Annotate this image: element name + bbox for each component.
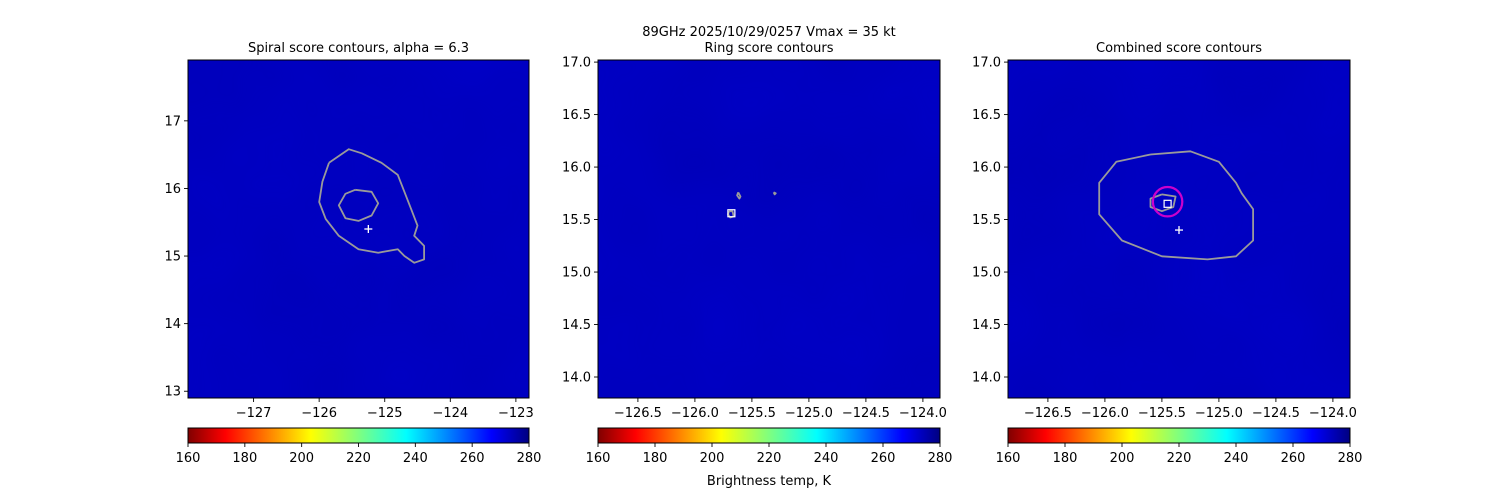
colorbar-2: 160 180 200 220 240 260 280 — [586, 427, 953, 466]
estimated-center-marker — [1163, 199, 1172, 208]
y-tick-label: 14.5 — [972, 318, 1001, 333]
colorbar-tick-label: 200 — [700, 451, 725, 466]
colorbar-1: 160 180 200 220 240 260 280 — [176, 427, 542, 466]
colorbar-tick-label: 260 — [1281, 451, 1306, 466]
x-tick-label: −124.5 — [842, 406, 890, 421]
y-tick-label: 16.5 — [562, 108, 591, 123]
x-tick-label: −123 — [498, 406, 534, 421]
y-tick-label: 15.0 — [562, 266, 591, 281]
axes-frame — [1007, 59, 1351, 399]
figure-title: 89GHz 2025/10/29/0257 Vmax = 35 kt — [642, 25, 896, 40]
brightness-field-texture — [188, 60, 529, 398]
colorbar-tick-label: 260 — [871, 451, 896, 466]
x-tick-label: −126.0 — [671, 406, 719, 421]
panel-title: Combined score contours — [1096, 41, 1262, 56]
colorbar-tick-label: 240 — [403, 451, 428, 466]
y-tick-label: 17 — [164, 114, 181, 129]
panel-1: Spiral score contours, alpha = 6.3 −127 −1… — [164, 41, 533, 421]
y-tick-label: 14.0 — [562, 371, 591, 386]
y-tick-label: 16 — [164, 182, 181, 197]
x-tick-label: −126.5 — [614, 406, 662, 421]
y-tick-label: 14.5 — [562, 318, 591, 333]
colorbar-tick-label: 220 — [757, 451, 782, 466]
x-tick-label: −125.5 — [1138, 406, 1186, 421]
x-tick-label: −124.5 — [1252, 406, 1300, 421]
score-contour-outer — [1098, 150, 1254, 261]
colorbar-tick-label: 180 — [643, 451, 668, 466]
brightness-field-texture — [598, 60, 940, 398]
y-tick-label: 15 — [164, 250, 181, 265]
best-track-center-marker — [1175, 226, 1183, 235]
x-tick-label: −124.0 — [899, 406, 947, 421]
x-tick-label: −127 — [236, 406, 272, 421]
x-tick-label: −124.0 — [1309, 406, 1357, 421]
colorbar-tick-label: 280 — [928, 451, 953, 466]
colorbar-tick-label: 240 — [814, 451, 839, 466]
panel-title: Ring score contours — [704, 41, 833, 56]
y-tick-label: 14 — [164, 317, 181, 332]
colorbar-tick-label: 260 — [460, 451, 485, 466]
colorbar-tick-label: 200 — [289, 451, 314, 466]
x-tick-label: −125.5 — [728, 406, 776, 421]
y-tick-label: 16.0 — [562, 161, 591, 176]
x-tick-label: −124 — [432, 406, 468, 421]
panel-title: Spiral score contours, alpha = 6.3 — [248, 41, 469, 56]
x-tick-label: −126 — [301, 406, 337, 421]
y-tick-label: 16.0 — [972, 161, 1001, 176]
x-tick-label: −125.0 — [1195, 406, 1243, 421]
colorbar-3: 160 180 200 220 240 260 280 — [996, 427, 1363, 466]
x-tick-label: −125 — [367, 406, 403, 421]
colorbar-tick-label: 220 — [1167, 451, 1192, 466]
score-contour-inner — [1149, 193, 1177, 213]
colorbar-tick-label: 280 — [1338, 451, 1363, 466]
y-tick-label: 17.0 — [562, 56, 591, 71]
colorbar-tick-label: 280 — [517, 451, 542, 466]
estimated-center-marker — [727, 209, 736, 218]
y-tick-label: 16.5 — [972, 108, 1001, 123]
ring-fit-circle — [1151, 185, 1184, 218]
y-tick-label: 15.5 — [972, 213, 1001, 228]
colorbar-tick-label: 200 — [1110, 451, 1135, 466]
colorbar-gradient — [597, 427, 941, 444]
score-contour-small-1 — [736, 191, 742, 200]
y-tick-label: 15.5 — [562, 213, 591, 228]
colorbar-tick-label: 220 — [346, 451, 371, 466]
colorbar-tick-label: 180 — [1053, 451, 1078, 466]
y-tick-label: 13 — [164, 385, 181, 400]
score-contour-small-2 — [772, 191, 777, 196]
panel-3: Combined score contours −126.5 −126.0 −125.… — [972, 41, 1357, 421]
colorbar-tick-label: 160 — [996, 451, 1021, 466]
panel-2: Ring score contours −126.5 −126.0 −125.5 −12… — [562, 41, 947, 421]
score-contour-outer — [318, 148, 426, 264]
axes-frame — [187, 59, 530, 399]
y-tick-label: 15.0 — [972, 266, 1001, 281]
colorbar-tick-label: 180 — [232, 451, 257, 466]
colorbar-gradient — [1007, 427, 1351, 444]
colorbar-label: Brightness temp, K — [707, 474, 832, 489]
colorbar-tick-label: 160 — [176, 451, 201, 466]
score-contour-inner — [337, 188, 380, 222]
x-tick-label: −125.0 — [785, 406, 833, 421]
x-tick-label: −126.0 — [1081, 406, 1129, 421]
x-tick-label: −126.5 — [1024, 406, 1072, 421]
y-tick-label: 17.0 — [972, 56, 1001, 71]
colorbar-gradient — [187, 427, 530, 444]
colorbar-tick-label: 240 — [1224, 451, 1249, 466]
axes-frame — [597, 59, 941, 399]
best-track-center-marker — [364, 225, 373, 233]
colorbar-tick-label: 160 — [586, 451, 611, 466]
y-tick-label: 14.0 — [972, 371, 1001, 386]
